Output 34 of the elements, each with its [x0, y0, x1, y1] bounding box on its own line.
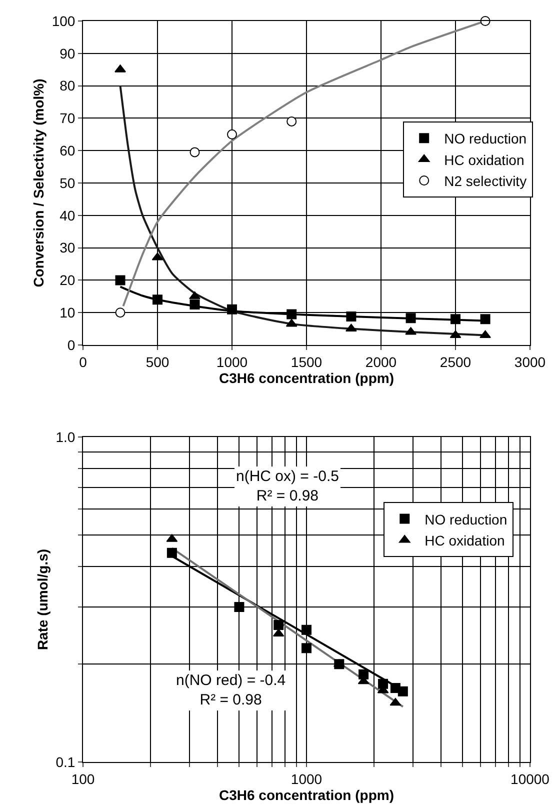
x-tick-label: 500	[146, 354, 170, 370]
x-axis-title: C3H6 concentration (ppm)	[218, 786, 394, 803]
legend-label: N2 selectivity	[444, 172, 527, 189]
legend-label: HC oxidation	[444, 152, 524, 168]
x-tick-label: 0	[79, 354, 88, 370]
y-tick-label: 70	[60, 110, 76, 126]
y-tick-label: 30	[60, 240, 76, 256]
y-tick-label: 0.1	[56, 754, 76, 770]
x-tick-label: 1000	[216, 354, 248, 370]
y-tick-label: 80	[60, 78, 76, 94]
x-tick-label: 2000	[365, 354, 397, 370]
y-tick-label: 40	[60, 207, 76, 224]
y-axis-title: Rate (umol/g.s)	[34, 548, 50, 650]
annotation: n(NO red) = -0.4 R² = 0.98	[176, 672, 286, 708]
x-tick-label: 1500	[290, 354, 322, 370]
x-tick-label: 10000	[510, 770, 550, 787]
x-tick-label: 2500	[440, 354, 472, 370]
y-tick-label: 20	[60, 272, 76, 288]
x-tick-label: 1000	[290, 770, 322, 787]
y-tick-label: 1.0	[56, 428, 76, 445]
y-tick-label: 60	[60, 142, 76, 158]
legend-label: HC oxidation	[424, 532, 505, 548]
legend-label: NO reduction	[424, 511, 508, 528]
y-tick-label: 100	[52, 12, 76, 29]
y-tick-label: 10	[60, 304, 76, 320]
x-tick-label: 100	[71, 770, 95, 787]
legend-label: NO reduction	[444, 130, 527, 147]
x-axis-title: C3H6 concentration (ppm)	[218, 370, 394, 386]
y-axis-title: Conversion / Selectivity (mol%)	[30, 78, 46, 288]
x-tick-label: 3000	[514, 354, 546, 370]
annotation: n(HC ox) = -0.5 R² = 0.98	[236, 468, 339, 504]
y-tick-label: 0	[67, 336, 76, 353]
y-tick-label: 90	[60, 45, 76, 62]
y-tick-label: 50	[60, 174, 76, 191]
